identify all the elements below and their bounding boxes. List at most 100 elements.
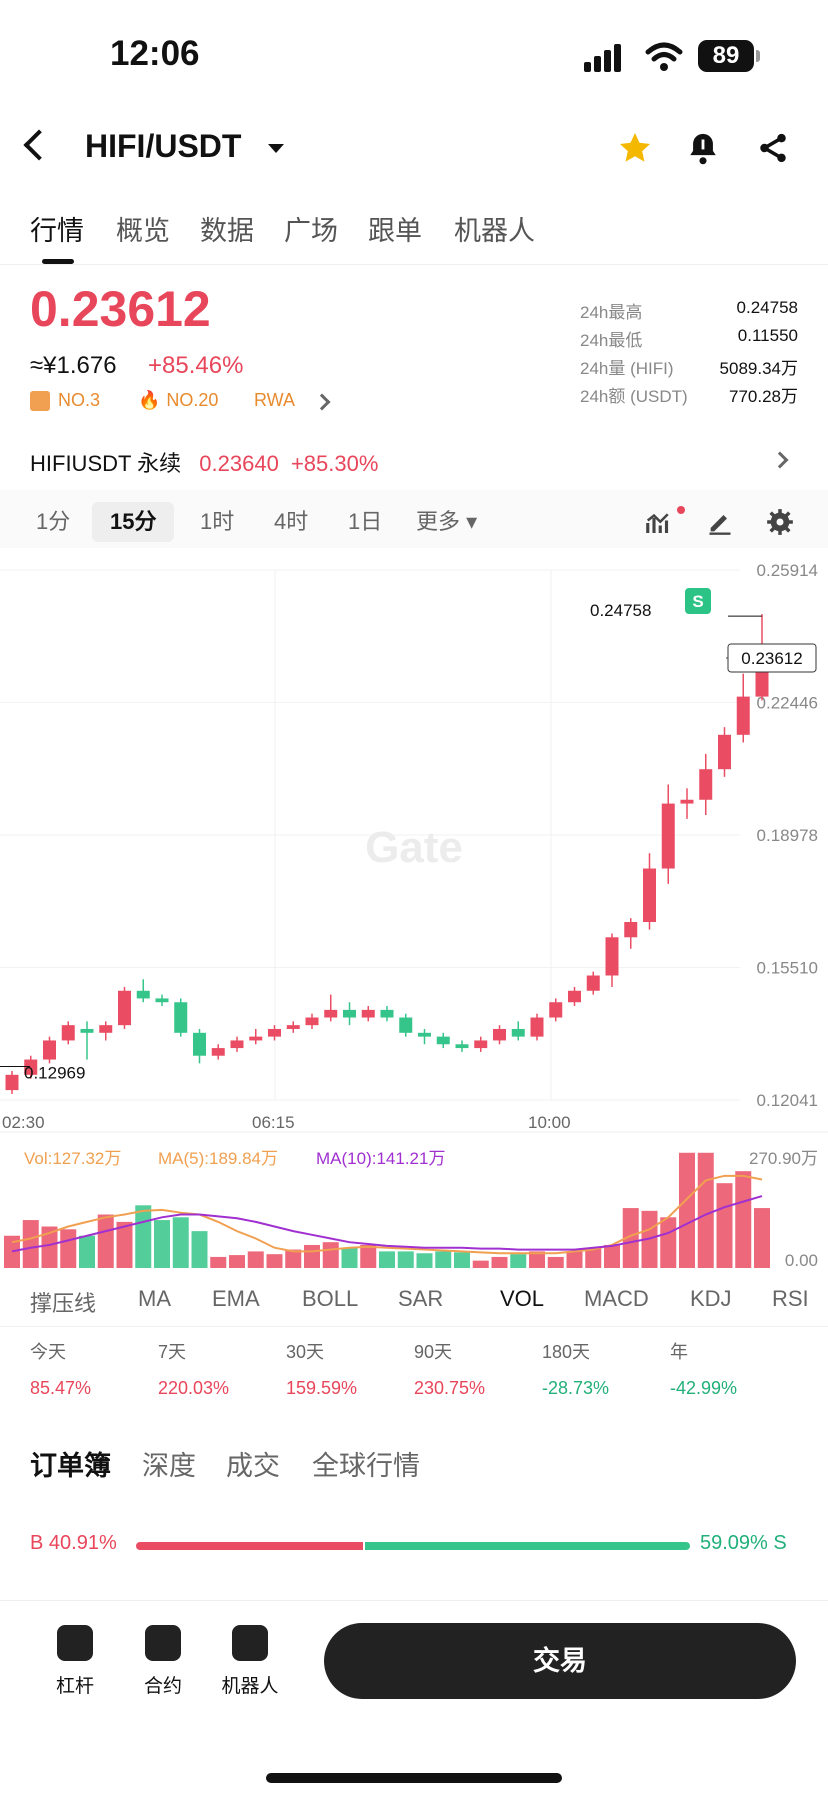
ind-ema[interactable]: EMA bbox=[212, 1286, 260, 1311]
tab-orderbook[interactable]: 订单簿 bbox=[30, 1451, 111, 1481]
rank-badge-hot[interactable]: NO.3 bbox=[30, 390, 101, 412]
current-price-label: 0.23612 bbox=[741, 649, 802, 668]
volume-bar bbox=[491, 1256, 508, 1268]
tf-15m[interactable]: 15分 bbox=[92, 502, 175, 542]
pair-dropdown-icon[interactable] bbox=[268, 144, 284, 153]
indicator-icon[interactable] bbox=[644, 508, 674, 538]
rank-badge-fire[interactable]: 🔥 NO.20 bbox=[138, 390, 218, 411]
x-tick-label: 06:15 bbox=[252, 1113, 295, 1132]
share-icon[interactable] bbox=[756, 130, 790, 166]
perpetual-link[interactable]: HIFIUSDT 永续 0.23640 +85.30% bbox=[30, 446, 378, 478]
candle-body bbox=[455, 1044, 469, 1049]
candle-body bbox=[380, 1009, 394, 1018]
tab-market[interactable]: 行情 bbox=[30, 216, 84, 246]
last-price: 0.23612 bbox=[30, 281, 211, 337]
perp-price: 0.23640 bbox=[199, 451, 279, 476]
star-icon[interactable] bbox=[616, 130, 654, 166]
status-bar: 12:06 89 bbox=[0, 0, 828, 110]
candle-body bbox=[661, 803, 675, 869]
candle-body bbox=[24, 1059, 38, 1075]
nav-leverage[interactable]: 杠杆 bbox=[40, 1625, 110, 1698]
stat-high: 24h最高 0.24758 bbox=[580, 298, 798, 322]
tab-copy-trade[interactable]: 跟单 bbox=[368, 216, 422, 246]
vol-legend: Vol:127.32万 bbox=[24, 1149, 121, 1168]
tf-1d[interactable]: 1日 bbox=[348, 509, 383, 534]
y-tick-label: 0.12041 bbox=[757, 1091, 818, 1110]
tab-trades[interactable]: 成交 bbox=[226, 1451, 280, 1481]
tab-overview[interactable]: 概览 bbox=[116, 216, 170, 246]
volume-bar bbox=[416, 1253, 433, 1268]
stat-low: 24h最低 0.11550 bbox=[580, 326, 798, 350]
ind-vol[interactable]: VOL bbox=[500, 1286, 545, 1311]
candle-body bbox=[549, 1002, 563, 1018]
volume-bar bbox=[622, 1208, 639, 1268]
ind-kdj[interactable]: KDJ bbox=[690, 1286, 732, 1311]
volume-bar bbox=[247, 1251, 264, 1268]
tab-square[interactable]: 广场 bbox=[284, 216, 338, 246]
candle-body bbox=[174, 1002, 188, 1033]
candle-body bbox=[155, 998, 169, 1003]
volume-bar bbox=[116, 1221, 133, 1268]
tf-1h[interactable]: 1时 bbox=[200, 509, 235, 534]
gear-icon[interactable] bbox=[766, 508, 794, 536]
candle-body bbox=[680, 799, 694, 804]
high-label: 0.24758 bbox=[590, 601, 651, 620]
s-marker-label: S bbox=[692, 592, 703, 611]
candle-body bbox=[118, 990, 131, 1026]
trade-button[interactable]: 交易 bbox=[324, 1623, 796, 1699]
battery-indicator: 89 bbox=[698, 40, 760, 72]
candle-body bbox=[43, 1040, 56, 1060]
tab-global[interactable]: 全球行情 bbox=[312, 1451, 420, 1481]
tf-4h[interactable]: 4时 bbox=[274, 509, 309, 534]
back-arrow-icon[interactable] bbox=[23, 129, 55, 161]
ind-sar[interactable]: SAR bbox=[398, 1286, 444, 1311]
ind-macd[interactable]: MACD bbox=[584, 1286, 649, 1311]
volume-bar bbox=[60, 1229, 77, 1268]
tf-more[interactable]: 更多 ▾ bbox=[416, 509, 478, 534]
ind-boll[interactable]: BOLL bbox=[302, 1286, 359, 1311]
y-tick-label: 0.22446 bbox=[757, 694, 818, 713]
pencil-icon[interactable] bbox=[706, 508, 734, 536]
candle-body bbox=[605, 937, 619, 976]
candle-body bbox=[286, 1025, 300, 1029]
candle-body bbox=[249, 1036, 263, 1041]
tag-rwa[interactable]: RWA bbox=[254, 390, 296, 410]
tf-1m[interactable]: 1分 bbox=[36, 509, 71, 534]
rank-label: NO.20 bbox=[166, 390, 219, 410]
ind-rsi[interactable]: RSI bbox=[772, 1286, 809, 1311]
candle-body bbox=[193, 1032, 206, 1056]
candle-body bbox=[643, 868, 656, 923]
bell-icon[interactable] bbox=[686, 130, 720, 166]
bottom-bar: 杠杆 合约 机器人 交易 bbox=[0, 1600, 828, 1795]
volume-bar bbox=[660, 1217, 677, 1268]
volume-bar bbox=[229, 1255, 245, 1268]
price-chart[interactable]: 0.25914 0.22446 0.18978 0.15510 0.12041 Gate 0… bbox=[0, 560, 828, 1278]
rank-label: NO.3 bbox=[58, 390, 101, 410]
nav-futures[interactable]: 合约 bbox=[128, 1625, 198, 1698]
candle-body bbox=[530, 1017, 544, 1037]
ind-ma[interactable]: MA bbox=[138, 1286, 171, 1311]
tab-bots[interactable]: 机器人 bbox=[454, 216, 535, 246]
buy-sell-ratio: B 40.91% 59.09% S bbox=[0, 1530, 828, 1560]
candle-body bbox=[80, 1028, 94, 1033]
perf-180d: 180天 -28.73% bbox=[542, 1342, 610, 1398]
candle-body bbox=[586, 975, 600, 991]
tab-indicator bbox=[42, 259, 74, 264]
nav-bots[interactable]: 机器人 bbox=[214, 1625, 286, 1698]
candle-body bbox=[736, 696, 750, 735]
pair-title[interactable]: HIFI/USDT bbox=[85, 128, 242, 164]
tab-depth[interactable]: 深度 bbox=[142, 1451, 196, 1481]
chevron-right-icon[interactable] bbox=[771, 451, 789, 469]
volume-bar bbox=[135, 1205, 152, 1268]
vol-tick-label: 0.00 bbox=[785, 1251, 818, 1270]
chevron-right-icon[interactable] bbox=[313, 393, 331, 411]
ind-support[interactable]: 撑压线 bbox=[30, 1291, 97, 1316]
candle-body bbox=[136, 990, 150, 999]
tab-data[interactable]: 数据 bbox=[200, 216, 254, 246]
candle-body bbox=[418, 1032, 431, 1037]
buy-ratio-label: B 40.91% bbox=[30, 1532, 117, 1554]
low-label: 0.12969 bbox=[24, 1064, 85, 1083]
volume-bar bbox=[285, 1249, 302, 1268]
volume-bar bbox=[322, 1242, 339, 1268]
volume-bar bbox=[397, 1251, 414, 1268]
